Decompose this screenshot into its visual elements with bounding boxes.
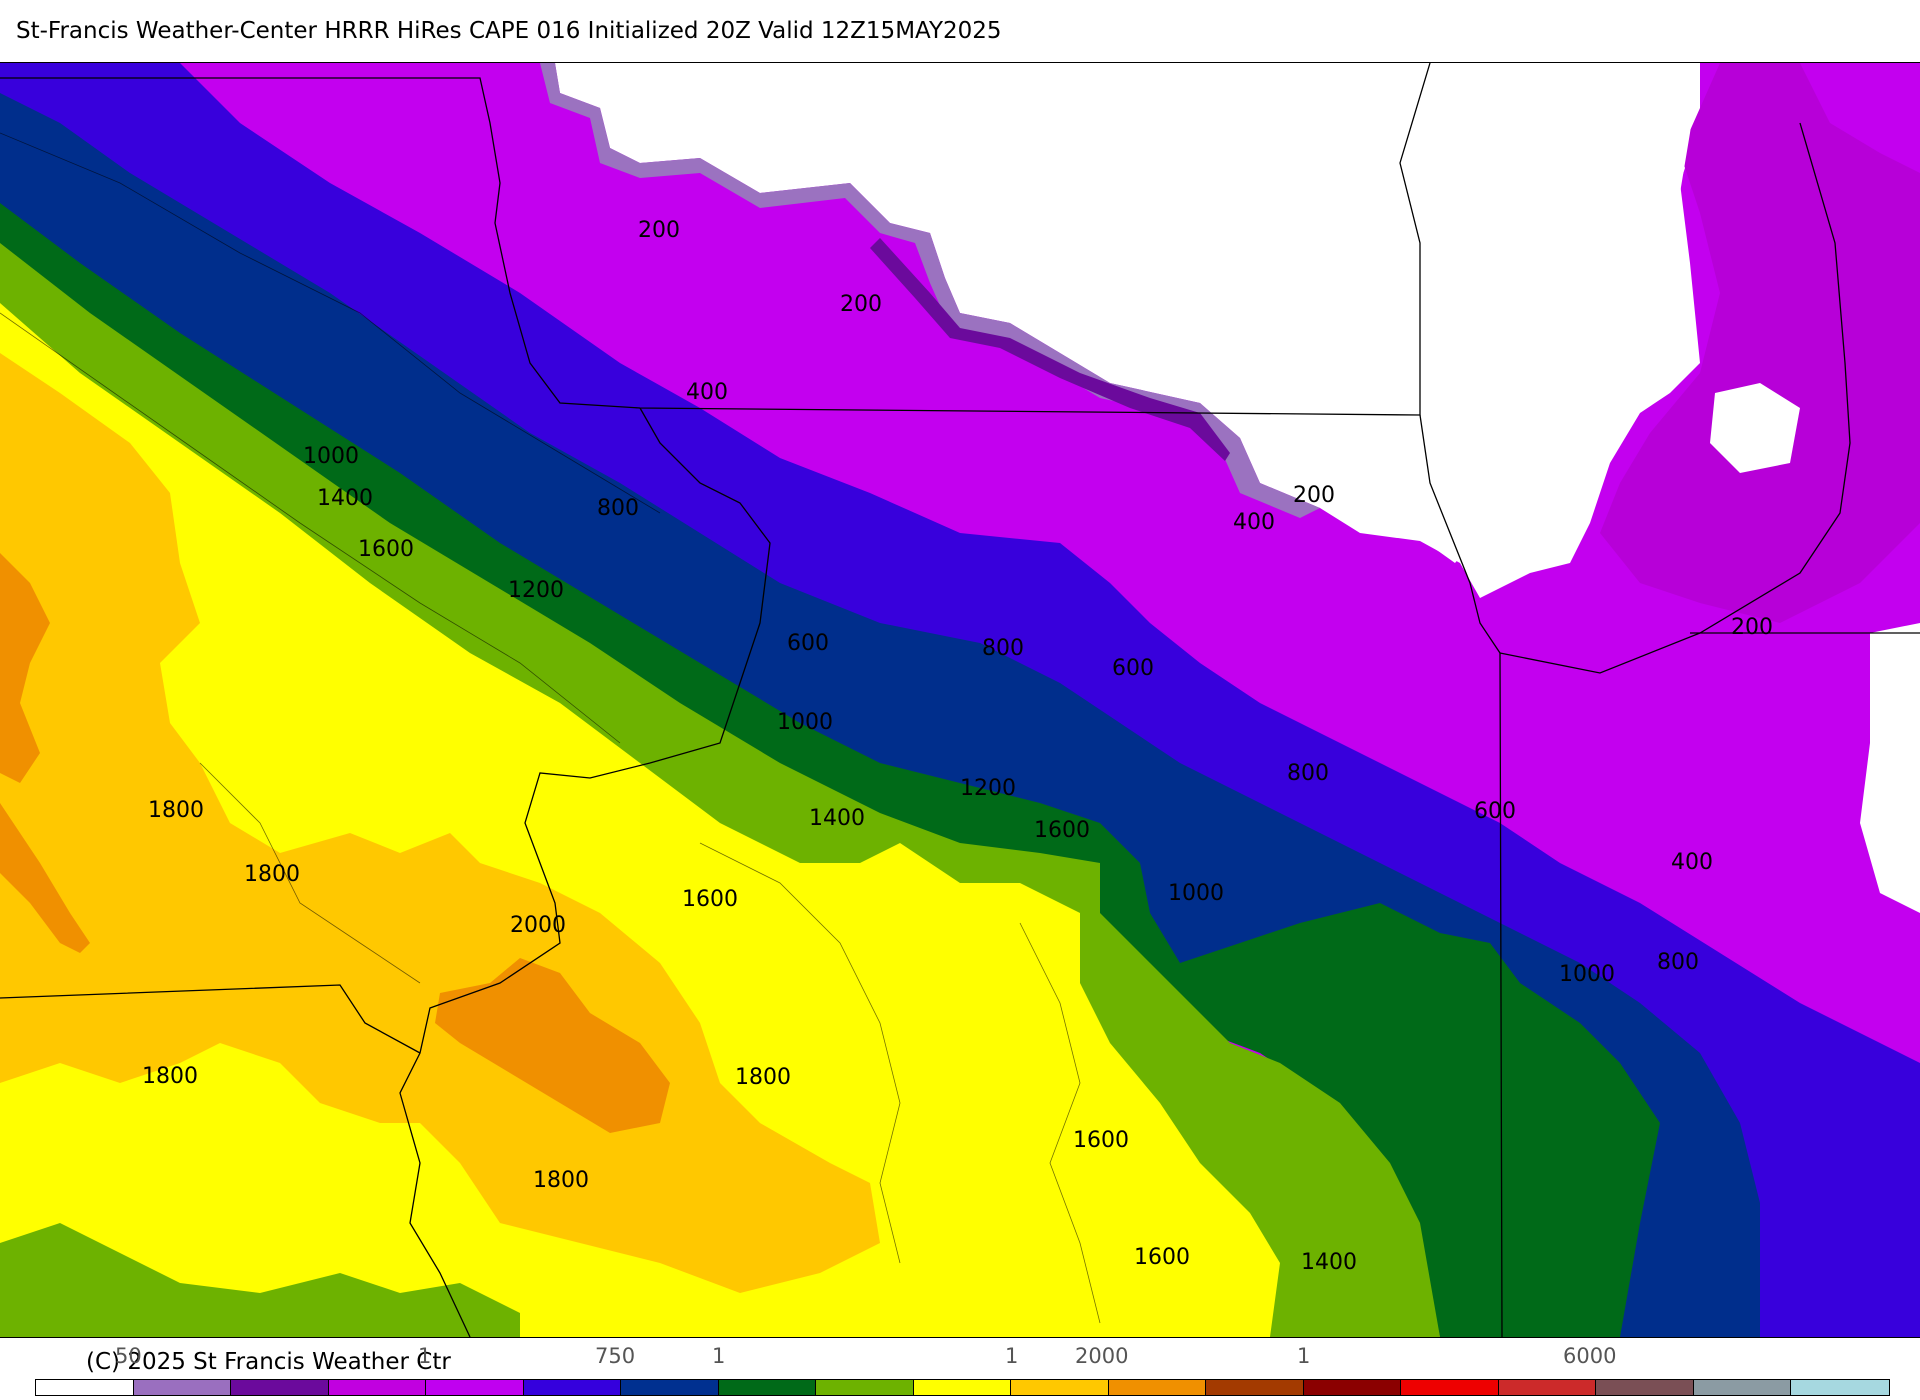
- colorbar-swatch: [1498, 1380, 1596, 1395]
- cape-map: 200 200 400 1000 1400 800 1600 1200 600 …: [0, 62, 1920, 1338]
- band-lt50-east-island: [1710, 383, 1800, 473]
- colorbar-tick-glyph: 1: [1297, 1344, 1311, 1368]
- contour-label: 1600: [682, 887, 738, 912]
- colorbar-tick-label: 750: [595, 1344, 636, 1368]
- copyright-notice: (C) 2025 St Francis Weather Ctr: [86, 1349, 451, 1375]
- contour-label: 400: [1671, 850, 1713, 875]
- contour-label: 1000: [777, 710, 833, 735]
- contour-label: 1000: [303, 444, 359, 469]
- band-lt50-north: [560, 63, 1700, 563]
- contour-label: 1400: [809, 806, 865, 831]
- colorbar-swatch: [36, 1380, 134, 1395]
- contour-label: 2000: [510, 913, 566, 938]
- colorbar-swatch: [328, 1380, 426, 1395]
- colorbar-swatch: [1108, 1380, 1206, 1395]
- cape-map-svg: 200 200 400 1000 1400 800 1600 1200 600 …: [0, 63, 1920, 1337]
- contour-label: 1200: [960, 776, 1016, 801]
- contour-label: 1600: [358, 537, 414, 562]
- colorbar-swatch: [1596, 1380, 1694, 1395]
- contour-label: 1800: [244, 862, 300, 887]
- band-1000-1200: [0, 203, 1660, 1337]
- band-150-200-east: [1600, 63, 1920, 623]
- contour-label: 800: [1657, 950, 1699, 975]
- colorbar-swatch: [816, 1380, 914, 1395]
- colorbar-tick-label: 2000: [1075, 1344, 1129, 1368]
- colorbar-swatch: [718, 1380, 816, 1395]
- contour-label: 1800: [142, 1064, 198, 1089]
- map-title: St-Francis Weather-Center HRRR HiRes CAP…: [16, 18, 1002, 44]
- colorbar-swatch: [621, 1380, 719, 1395]
- band-1200-1400-sw: [0, 1223, 520, 1337]
- band-50-100-edge: [540, 63, 1320, 518]
- colorbar-swatch: [133, 1380, 231, 1395]
- colorbar-swatch: [426, 1380, 524, 1395]
- band-1200-1400: [0, 243, 1440, 1337]
- colorbar-swatch: [1791, 1380, 1889, 1395]
- band-1700-2000-west: [0, 353, 880, 1293]
- contour-label: 1800: [533, 1168, 589, 1193]
- contour-labels: 200 200 400 1000 1400 800 1600 1200 600 …: [142, 218, 1773, 1275]
- contour-label: 800: [1287, 761, 1329, 786]
- contour-label: 1000: [1559, 962, 1615, 987]
- contour-label: 1000: [1168, 881, 1224, 906]
- contour-label: 600: [1112, 656, 1154, 681]
- contour-label: 600: [787, 631, 829, 656]
- colorbar-swatch: [523, 1380, 621, 1395]
- band-gt2000-b: [0, 803, 90, 953]
- contour-label: 1200: [508, 578, 564, 603]
- band-gt2000-a: [0, 553, 50, 783]
- contour-lines: [0, 132, 1101, 1324]
- colorbar-swatch: [1693, 1380, 1791, 1395]
- contour-label: 1600: [1034, 818, 1090, 843]
- contour-label: 1600: [1134, 1245, 1190, 1270]
- colorbar-tick-glyph: 1: [1005, 1344, 1019, 1368]
- colorbar-tick-label: 6000: [1563, 1344, 1617, 1368]
- colorbar-swatch: [1303, 1380, 1401, 1395]
- contour-label: 200: [840, 292, 882, 317]
- contour-label: 200: [1731, 615, 1773, 640]
- colorbar-swatch: [1401, 1380, 1499, 1395]
- contour-label: 1400: [1301, 1250, 1357, 1275]
- colorbar-swatch: [1206, 1380, 1304, 1395]
- state-borders: [0, 63, 1920, 1337]
- band-100-150-edge: [870, 238, 1230, 461]
- colorbar-swatch: [231, 1380, 329, 1395]
- contour-label: 1400: [317, 486, 373, 511]
- contour-label: 600: [1474, 799, 1516, 824]
- contour-label: 200: [638, 218, 680, 243]
- contour-label: 1800: [735, 1065, 791, 1090]
- contour-label: 800: [597, 496, 639, 521]
- colorbar-tick-glyph: 1: [418, 1344, 432, 1368]
- colorbar-swatch: [1011, 1380, 1109, 1395]
- colorbar-tick-glyph: 1: [712, 1344, 726, 1368]
- contour-label: 400: [686, 380, 728, 405]
- contour-label: 200: [1293, 483, 1335, 508]
- colorbar-swatch: [913, 1380, 1011, 1395]
- colorbar: [35, 1379, 1890, 1396]
- contour-label: 400: [1233, 510, 1275, 535]
- colorbar-tick-label: 50: [115, 1344, 142, 1368]
- band-lt50-east: [1860, 623, 1920, 913]
- contour-label: 1800: [148, 798, 204, 823]
- contour-label: 800: [982, 636, 1024, 661]
- band-gt2000-c: [435, 958, 670, 1133]
- contour-label: 1600: [1073, 1128, 1129, 1153]
